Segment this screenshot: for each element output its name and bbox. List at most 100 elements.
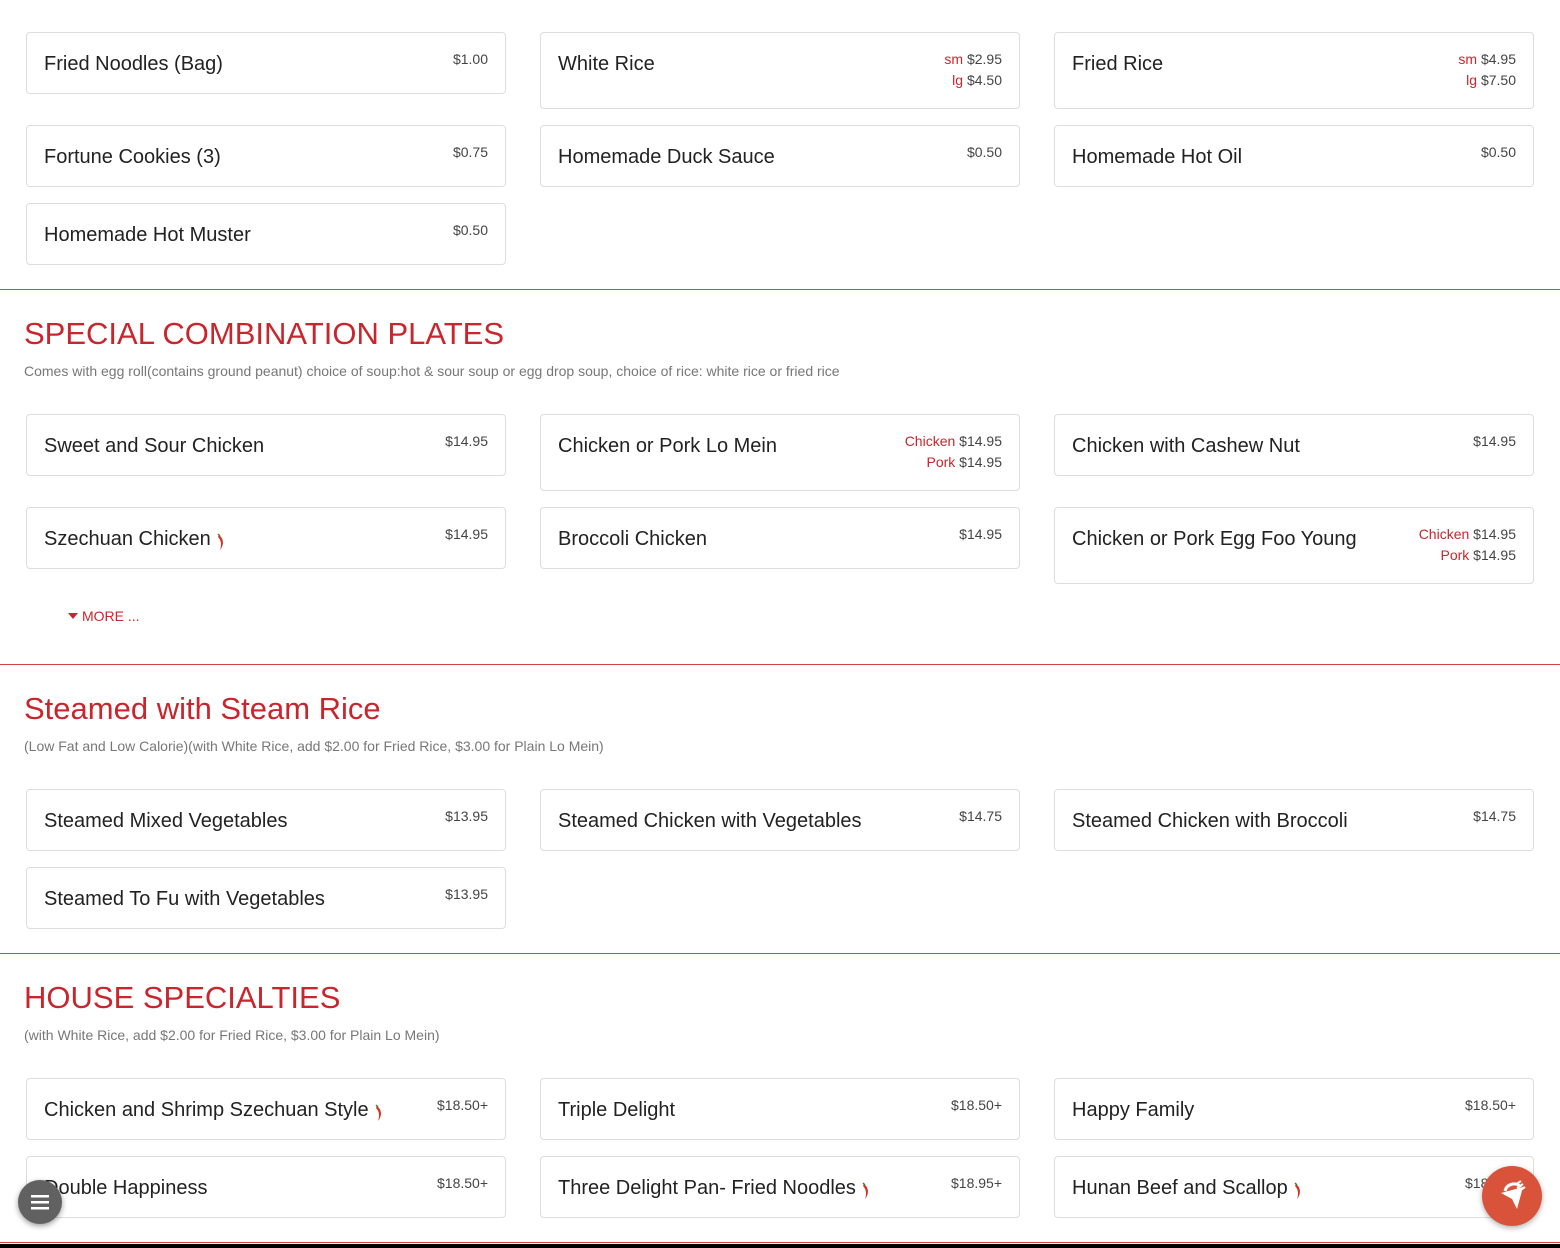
price-value: $1.00 (452, 51, 488, 67)
price-row: sm $2.95 (944, 49, 1002, 70)
menu-item-card[interactable]: Steamed To Fu with Vegetables $13.95 (26, 867, 506, 929)
menu-item-card[interactable]: Chicken with Cashew Nut $14.95 (1054, 414, 1534, 476)
menu-item-prices: $14.95 (445, 524, 488, 551)
menu-item-card[interactable]: Double Happiness $18.50+ (26, 1156, 506, 1218)
menu-item-card[interactable]: Steamed Chicken with Vegetables $14.75 (540, 789, 1020, 851)
menu-item-name: Fried Noodles (Bag) (44, 50, 223, 76)
price-row: $18.50+ (951, 1095, 1002, 1116)
menu-item-name-text: Steamed Chicken with Broccoli (1072, 810, 1348, 832)
menu-item-card[interactable]: Fried Noodles (Bag) $1.00 (26, 32, 506, 94)
price-label: lg (952, 72, 964, 88)
price-row: Pork $14.95 (1419, 545, 1516, 566)
price-label: Chicken (1418, 526, 1470, 542)
more-label: MORE ... (82, 608, 140, 624)
menu-item-prices: $14.95 (1473, 431, 1516, 458)
menu-item-name-text: Steamed Chicken with Vegetables (558, 810, 862, 832)
menu-item-name-text: Hunan Beef and Scallop (1072, 1177, 1288, 1199)
menu-item-name-text: Fried Rice (1072, 53, 1164, 75)
menu-item-name-text: Chicken with Cashew Nut (1072, 435, 1300, 457)
menu-item-name: Steamed Chicken with Vegetables (558, 807, 862, 833)
menu-item-card[interactable]: Triple Delight $18.50+ (540, 1078, 1020, 1140)
section-title: Steamed with Steam Rice (24, 691, 381, 726)
menu-fab-button[interactable] (18, 1180, 62, 1224)
menu-item-card[interactable]: Homemade Hot Muster $0.50 (26, 203, 506, 265)
menu-item-card[interactable]: Broccoli Chicken $14.95 (540, 507, 1020, 569)
menu-item-card[interactable]: Chicken or Pork Lo Mein Chicken $14.95 Por… (540, 414, 1020, 491)
menu-item-card[interactable]: Happy Family $18.50+ (1054, 1078, 1534, 1140)
section-title: SPECIAL COMBINATION PLATES (24, 316, 505, 351)
menu-item-card[interactable]: Sweet and Sour Chicken $14.95 (26, 414, 506, 476)
price-value: $18.95+ (951, 1175, 1002, 1191)
menu-item-card[interactable]: White Rice sm $2.95 lg $4.50 (540, 32, 1020, 109)
order-online-fab-button[interactable] (1482, 1166, 1542, 1226)
price-value: $14.95 (959, 526, 1002, 542)
menu-item-name-text: Three Delight Pan- Fried Noodles (558, 1177, 856, 1199)
price-value: $2.95 (966, 51, 1002, 67)
menu-item-name-text: Chicken and Shrimp Szechuan Style (44, 1099, 369, 1121)
menu-item-prices: $0.50 (967, 142, 1002, 169)
menu-item-card[interactable]: Steamed Mixed Vegetables $13.95 (26, 789, 506, 851)
menu-item-card[interactable]: Fried Rice sm $4.95 lg $7.50 (1054, 32, 1534, 109)
price-label: sm (1458, 51, 1478, 67)
menu-item-name: Sweet and Sour Chicken (44, 432, 264, 458)
menu-item-card[interactable]: Hunan Beef and Scallop$18.50+ (1054, 1156, 1534, 1218)
section-description: (Low Fat and Low Calorie)(with White Ric… (24, 738, 604, 754)
menu-item-prices: sm $4.95 lg $7.50 (1458, 49, 1516, 91)
menu-item-name: Three Delight Pan- Fried Noodles (558, 1174, 870, 1200)
order-online-icon (1501, 1180, 1526, 1209)
menu-item-name-text: Chicken or Pork Lo Mein (558, 435, 777, 457)
price-value: $0.75 (452, 144, 488, 160)
price-row: $14.95 (445, 431, 488, 452)
menu-item-card[interactable]: Steamed Chicken with Broccoli $14.75 (1054, 789, 1534, 851)
menu-item-name-text: Triple Delight (558, 1099, 676, 1121)
price-row: lg $7.50 (1458, 70, 1516, 91)
menu-item-prices: $14.95 (445, 431, 488, 458)
price-label: Pork (1440, 547, 1470, 563)
menu-item-name: Broccoli Chicken (558, 525, 707, 551)
price-row: $14.95 (445, 524, 488, 545)
menu-item-prices: $18.50+ (951, 1095, 1002, 1122)
menu-item-name-text: Broccoli Chicken (558, 528, 707, 550)
menu-item-name-text: Sweet and Sour Chicken (44, 435, 265, 457)
menu-item-name: Steamed To Fu with Vegetables (44, 885, 325, 911)
menu-items-grid: Sweet and Sour Chicken $14.95 Chicken or P… (24, 414, 1536, 584)
menu-item-card[interactable]: Chicken or Pork Egg Foo Young Chicken $14… (1054, 507, 1534, 584)
section-title: HOUSE SPECIALTIES (24, 980, 341, 1015)
menu-item-card[interactable]: Homemade Duck Sauce $0.50 (540, 125, 1020, 187)
menu-item-card[interactable]: Homemade Hot Oil $0.50 (1054, 125, 1534, 187)
menu-item-card[interactable]: Szechuan Chicken $14.95 (26, 507, 506, 569)
menu-item-name: Homemade Hot Muster (44, 221, 251, 247)
menu-item-prices: $14.75 (1473, 806, 1516, 833)
price-row: $18.50+ (437, 1095, 488, 1116)
price-row: $14.75 (1473, 806, 1516, 827)
menu-item-name-text: Szechuan Chicken (44, 528, 211, 550)
price-row: $18.50+ (1465, 1095, 1516, 1116)
price-value: $7.50 (1480, 72, 1516, 88)
price-value: $13.95 (445, 808, 488, 824)
menu-items-grid: Chicken and Shrimp Szechuan Style $18.50+… (24, 1078, 1536, 1242)
menu-item-name: Chicken and Shrimp Szechuan Style (44, 1096, 383, 1122)
menu-item-card[interactable]: Fortune Cookies (3) $0.75 (26, 125, 506, 187)
more-button[interactable]: MORE ... (68, 608, 140, 664)
section-description: Comes with egg roll(contains ground pean… (24, 363, 840, 379)
menu-item-name-text: Double Happiness (44, 1177, 208, 1199)
bottom-bar (0, 1244, 1560, 1248)
price-row: Chicken $14.95 (1419, 524, 1516, 545)
menu-item-prices: $0.50 (453, 220, 488, 247)
menu-item-name-text: White Rice (558, 53, 655, 75)
menu-item-card[interactable]: Three Delight Pan- Fried Noodles $18.95+ (540, 1156, 1020, 1218)
menu-item-name: Homemade Hot Oil (1072, 143, 1242, 169)
menu-item-prices: $1.00 (453, 49, 488, 76)
price-value: $14.95 (1473, 547, 1516, 563)
chili-pepper-icon (862, 1182, 868, 1199)
menu-item-prices: $0.75 (453, 142, 488, 169)
price-value: $14.95 (959, 433, 1002, 449)
price-value: $14.95 (1473, 433, 1516, 449)
menu-item-card[interactable]: Chicken and Shrimp Szechuan Style $18.50+ (26, 1078, 506, 1140)
menu-item-name-text: Fortune Cookies (3) (44, 146, 221, 168)
price-value: $18.50+ (1465, 1097, 1516, 1113)
chili-pepper-icon (375, 1104, 381, 1121)
price-row: $0.75 (453, 142, 488, 163)
price-value: $14.95 (959, 454, 1002, 470)
